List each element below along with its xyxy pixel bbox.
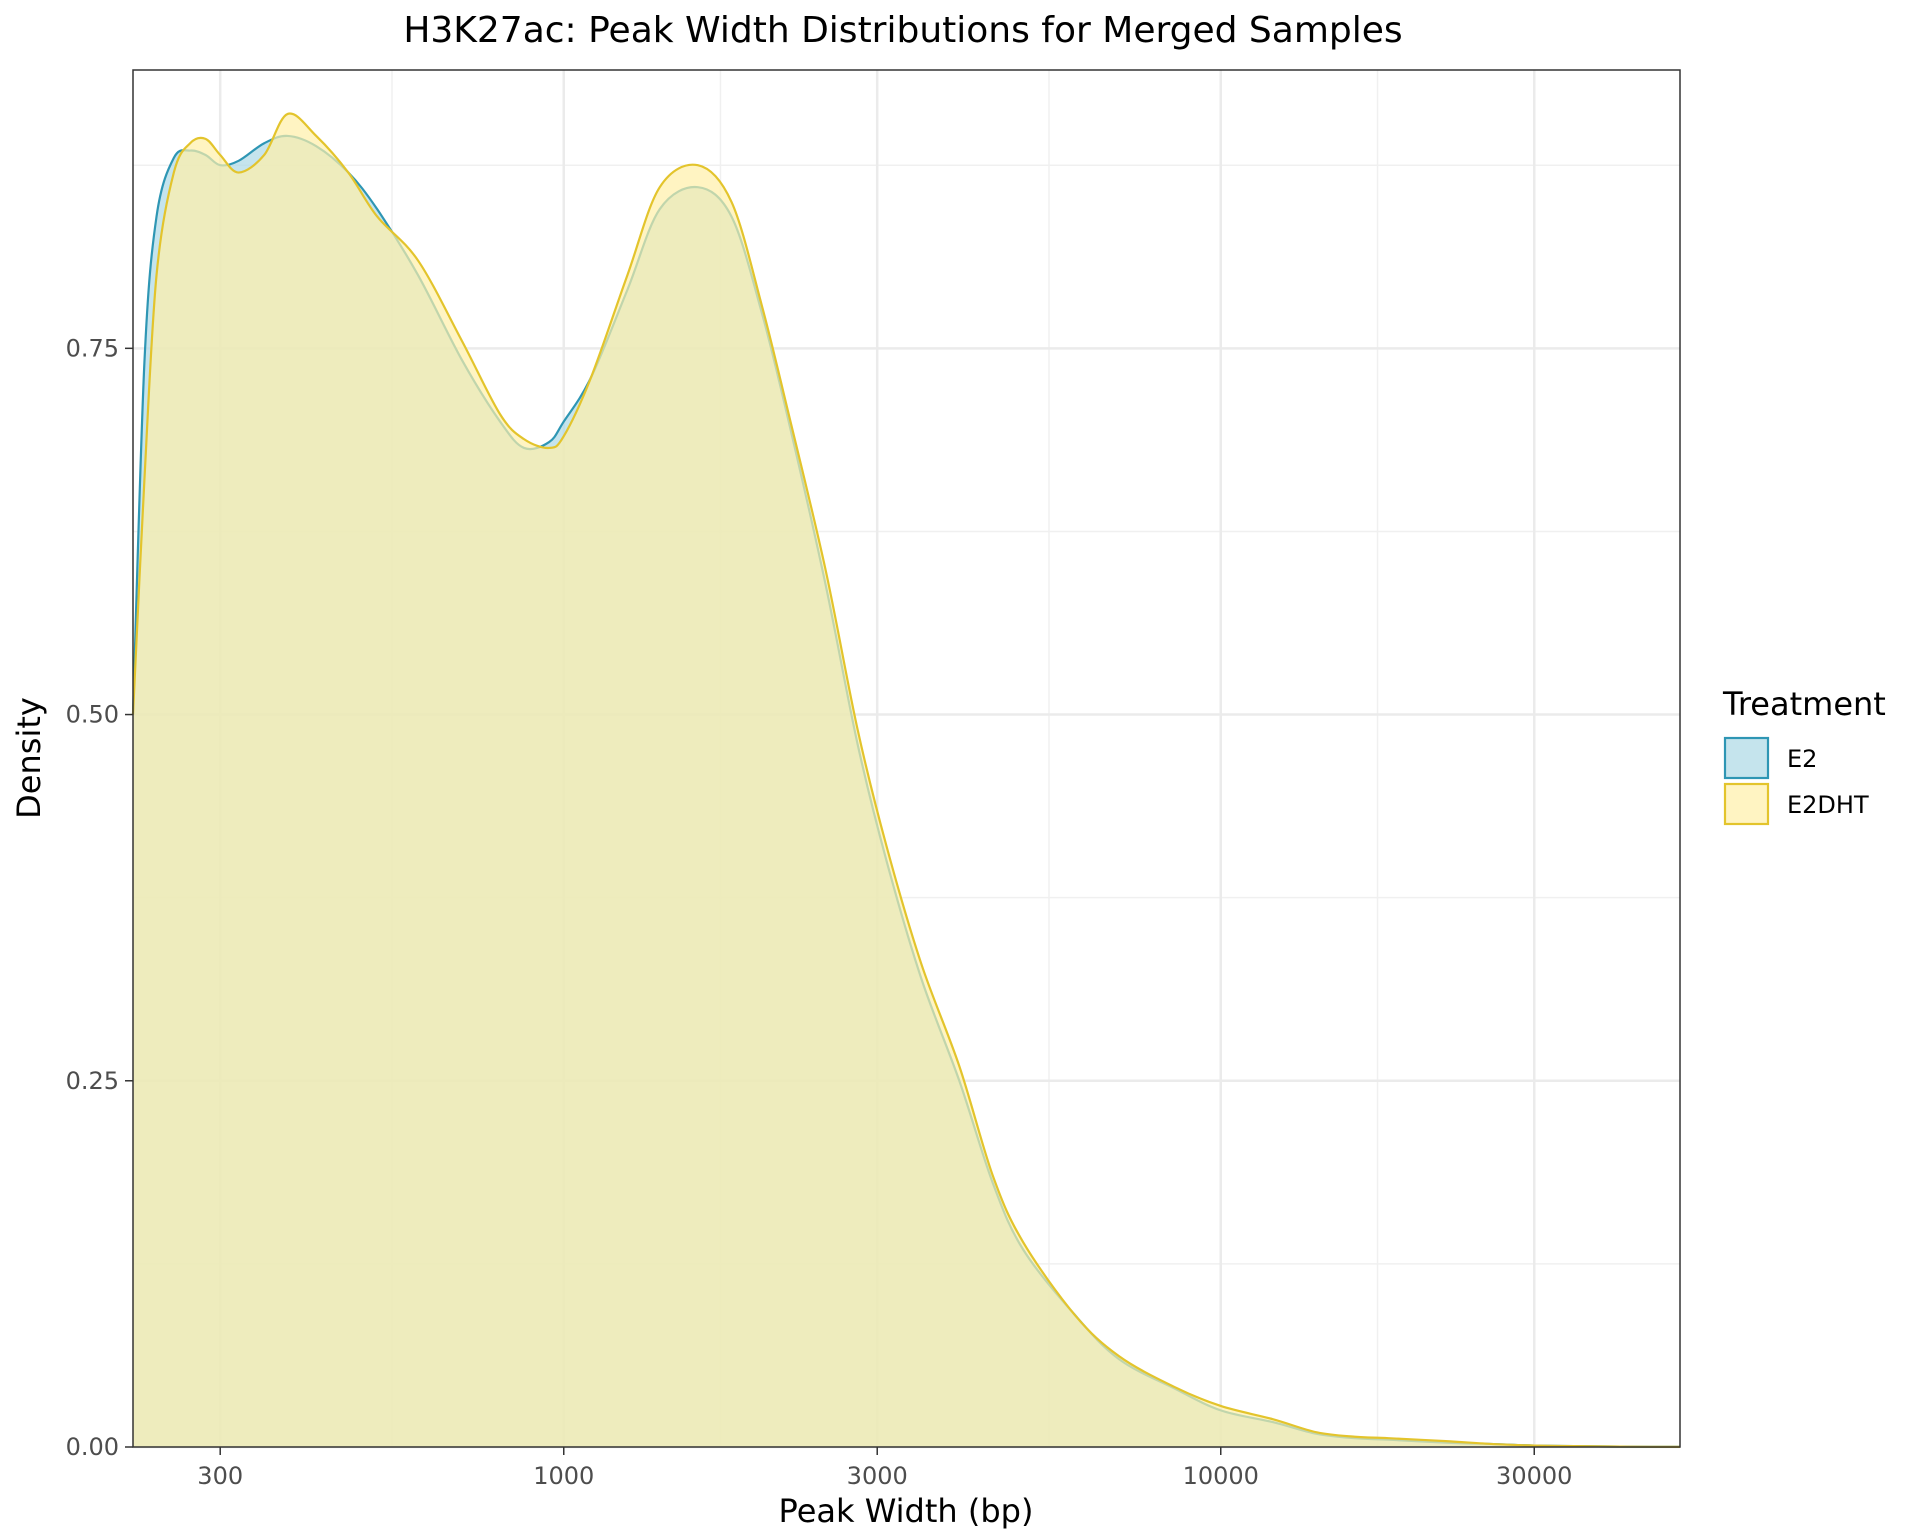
y-tick-label: 0.50 — [66, 701, 119, 729]
chart-title: H3K27ac: Peak Width Distributions for Me… — [403, 10, 1402, 51]
y-tick-label: 0.75 — [66, 334, 119, 362]
x-axis-label: Peak Width (bp) — [779, 1492, 1034, 1530]
x-tick-label: 1000 — [533, 1462, 594, 1490]
density-areas — [131, 112, 1681, 1448]
x-tick-label: 3000 — [847, 1462, 908, 1490]
plot-border — [132, 69, 1681, 1448]
density-area-e2dht — [133, 113, 1680, 1447]
y-axis-label: Density — [10, 697, 48, 819]
x-axis: 300 1000 3000 10000 30000 — [197, 1447, 1572, 1490]
legend: Treatment E2 E2DHT — [1722, 685, 1886, 826]
y-axis: 0.00 0.25 0.50 0.75 — [66, 334, 133, 1461]
x-tick-label: 10000 — [1183, 1462, 1259, 1490]
legend-label-e2dht: E2DHT — [1787, 791, 1869, 819]
legend-key-e2dht — [1723, 782, 1770, 826]
density-line-e2dht — [131, 112, 1681, 1448]
legend-label-e2: E2 — [1787, 745, 1817, 773]
legend-title: Treatment — [1722, 685, 1886, 723]
y-tick-label: 0.00 — [66, 1433, 119, 1461]
x-tick-label: 30000 — [1496, 1462, 1572, 1490]
y-tick-label: 0.25 — [66, 1067, 119, 1095]
legend-key-e2 — [1723, 736, 1770, 780]
legend-items: E2 E2DHT — [1723, 736, 1869, 826]
x-tick-label: 300 — [197, 1462, 243, 1490]
